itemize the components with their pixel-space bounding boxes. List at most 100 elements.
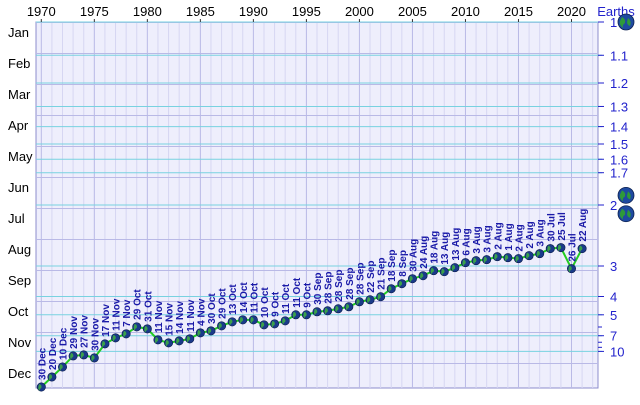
data-point [217,321,227,331]
point-land [70,352,74,360]
data-point [503,253,513,263]
data-point [418,271,428,281]
point-label: 30 Aug [408,239,419,272]
data-point [227,317,237,327]
x-axis: 1970 1975 1980 1985 1990 1995 2000 2005 2010 2015… [27,4,586,22]
data-point [323,306,333,316]
point-label: 29 Nov [69,316,80,349]
x-tick-label: 2015 [504,4,533,19]
point-land [229,318,233,326]
data-point [333,304,343,314]
point-label: 29 Oct [218,288,229,319]
point-land [250,316,254,324]
data-point [482,255,492,265]
point-label: 13 Oct [228,284,239,315]
point-land [176,337,180,345]
point-label: 11 Oct [292,277,303,308]
point-label: 14 Oct [239,282,250,313]
point-land [483,256,487,264]
data-point [206,326,216,336]
point-land [207,327,212,335]
point-land [345,303,350,311]
right-tick-label: 4 [610,290,617,305]
point-land [367,296,371,304]
point-label: 10 Dec [59,327,70,360]
data-point [142,324,152,334]
point-land [303,311,307,319]
point-label: 9 Oct [271,291,282,317]
data-point [132,322,142,332]
data-point [524,251,534,261]
point-land [101,340,106,348]
point-land [165,339,169,347]
point-land [292,311,297,319]
point-land [494,253,498,261]
data-point [238,315,248,325]
point-label: 14 Nov [175,301,186,334]
data-point [111,333,121,343]
right-tick-label: 3 [610,259,617,274]
data-point [164,338,174,348]
data-point [354,297,364,307]
data-point [89,353,99,363]
point-land [186,335,191,343]
data-point [545,244,555,254]
data-point [36,382,46,392]
right-tick-label: 1.2 [610,76,628,91]
point-land [112,334,116,342]
globe-marker [617,205,635,223]
y-tick-label: Sep [8,273,31,288]
point-label: 11 Oct [249,282,260,313]
point-label: 11 Nov [186,299,197,332]
x-tick-label: 1970 [27,4,56,19]
point-land [282,317,286,325]
point-land [430,267,434,275]
point-land [398,280,403,288]
point-land [324,307,328,315]
x-tick-label: 2000 [345,4,374,19]
point-land [579,245,583,253]
point-label: 11 Nov [112,298,123,331]
point-land [239,316,244,324]
x-tick-label: 1980 [133,4,162,19]
x-tick-label: 1975 [80,4,109,19]
data-point [492,252,502,262]
point-land [260,321,265,329]
right-tick-label: 2 [610,198,617,213]
data-point [471,256,481,266]
data-point [365,295,375,305]
point-land [218,322,222,330]
data-point [344,302,354,312]
point-land [536,250,540,258]
data-point [312,307,322,317]
point-label: 28 Sep [345,268,356,300]
point-label: 11 Oct [281,283,292,314]
y-tick-label: Aug [8,242,31,257]
point-label: 10 Oct [260,287,271,318]
point-land [377,293,381,301]
point-label: 30 Dec [37,347,48,380]
point-land [154,336,159,344]
point-label: 13 Aug [451,228,462,261]
point-label: 2 Aug [493,222,504,249]
data-point [280,316,290,326]
data-point [291,310,301,320]
data-point [577,244,587,254]
data-point [185,334,195,344]
data-point [301,310,311,320]
point-label: 8 Sep [398,250,409,277]
point-land [504,254,509,262]
point-land [38,383,42,391]
right-tick-label: 5 [610,308,617,323]
point-land [526,252,530,260]
point-label: 17 Nov [101,304,112,337]
data-point [450,263,460,273]
data-point [100,339,110,349]
point-label: 21 Sep [377,258,388,290]
point-label: 3 Aug [536,219,547,246]
point-label: 11 Nov [154,300,165,333]
point-land [48,373,53,381]
x-tick-label: 1995 [292,4,321,19]
point-label: 18 Aug [430,231,441,264]
point-land [451,264,456,272]
